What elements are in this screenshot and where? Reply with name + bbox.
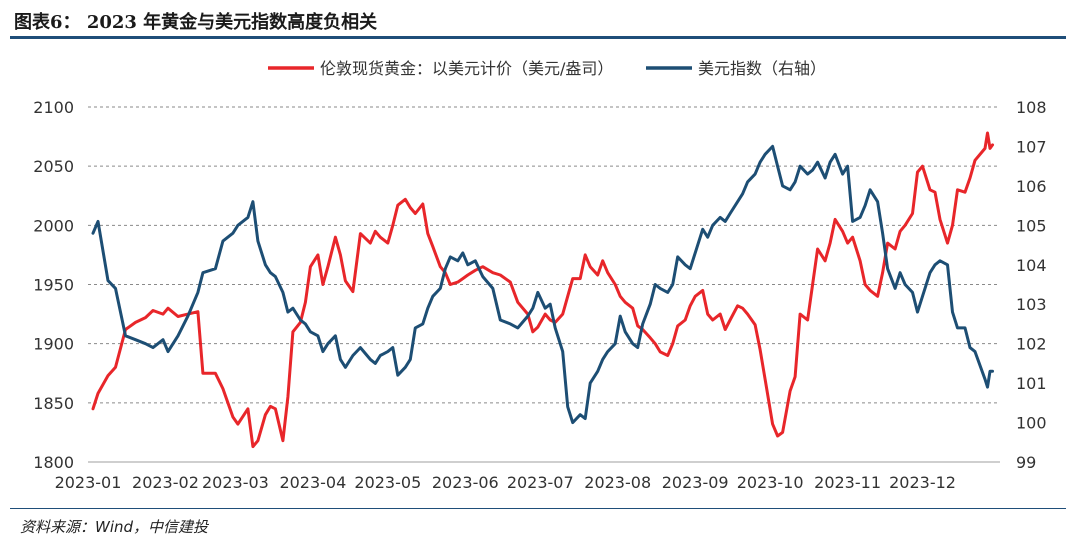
y-right-tick-label: 100 [1016,414,1047,433]
gold-price-line [91,131,994,449]
dual-axis-line-chart: 1800 1850 1900 1950 2000 2050 2100 99 100 101 102 1… [33,59,1046,492]
y-left-tick-label: 1800 [33,453,74,472]
y-right-tick-label: 103 [1016,295,1047,314]
title-bar [10,6,1066,39]
y-left-tick-label: 2050 [33,157,74,176]
y-right-tick-label: 106 [1016,177,1047,196]
source-bar [10,508,1066,545]
figure-title: 2023 年黄金与美元指数高度负相关 [86,12,378,33]
y-left-tick-label: 1850 [33,394,74,413]
y-left-tick-label: 2000 [33,216,74,235]
axes: 1800 1850 1900 1950 2000 2050 2100 99 100 101 102 1… [33,98,1046,492]
y-left-tick-label: 2100 [33,98,74,117]
legend: 伦敦现货黄金：以美元计价（美元/盎司） 美元指数（右轴） [268,59,826,78]
y-right-tick-label: 107 [1016,137,1047,156]
legend-label-gold: 伦敦现货黄金：以美元计价（美元/盎司） [320,59,613,78]
x-tick-label: 2023-04 [279,473,346,492]
y-left-tick-label: 1950 [33,276,74,295]
figure-label: 图表6： [14,12,81,33]
x-tick-label: 2023-01 [55,473,122,492]
x-tick-label: 2023-03 [202,473,269,492]
x-tick-label: 2023-08 [584,473,651,492]
x-tick-label: 2023-12 [889,473,956,492]
y-right-tick-label: 105 [1016,216,1047,235]
y-left-tick-label: 1900 [33,335,74,354]
series-lines [91,131,994,449]
y-right-tick-label: 108 [1016,98,1047,117]
x-tick-label: 2023-10 [737,473,804,492]
chart-title: 图表6： 2023 年黄金与美元指数高度负相关 [14,8,377,34]
y-right-tick-label: 102 [1016,335,1047,354]
grid-lines [88,106,1000,404]
source-note: 资料来源：Wind，中信建投 [20,518,209,536]
y-right-tick-label: 99 [1016,453,1036,472]
x-tick-label: 2023-07 [507,473,574,492]
x-tick-label: 2023-11 [814,473,881,492]
x-tick-label: 2023-09 [662,473,729,492]
y-right-tick-label: 104 [1016,256,1047,275]
x-tick-label: 2023-02 [132,473,199,492]
legend-label-dollar: 美元指数（右轴） [698,59,826,78]
y-right-tick-label: 101 [1016,374,1047,393]
x-tick-label: 2023-06 [432,473,499,492]
x-tick-label: 2023-05 [354,473,421,492]
dollar-index-line [91,144,994,425]
